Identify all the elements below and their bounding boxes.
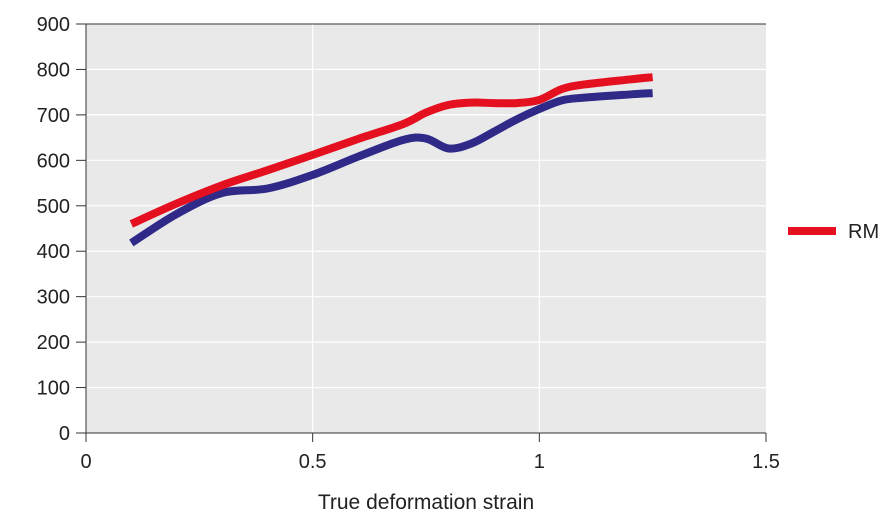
series-line-series-2 <box>129 89 653 247</box>
plot-area <box>86 24 766 433</box>
x-tick-label: 0 <box>80 451 91 473</box>
y-tick-label: 200 <box>37 332 70 354</box>
y-tick-label: 800 <box>37 59 70 81</box>
x-axis-title: True deformation strain <box>318 491 534 514</box>
x-axis-ticks: 0 0.5 1 1.5 <box>80 433 780 473</box>
y-tick-label: 700 <box>37 105 70 127</box>
series-group <box>129 73 654 247</box>
y-tick-label: 300 <box>37 287 70 309</box>
y-tick-label: 0 <box>59 423 70 445</box>
legend-label: RM <box>848 221 879 243</box>
y-tick-label: 400 <box>37 241 70 263</box>
x-tick-label: 1.5 <box>752 451 780 473</box>
y-tick-label: 600 <box>37 150 70 172</box>
axes <box>85 23 766 434</box>
x-tick-label: 1 <box>534 451 545 473</box>
y-tick-label: 900 <box>37 14 70 36</box>
y-axis-ticks: 0 100 200 300 400 500 600 700 800 900 <box>37 14 86 445</box>
series-line-rm <box>129 73 654 228</box>
y-tick-label: 500 <box>37 196 70 218</box>
legend: RM <box>788 221 879 243</box>
y-tick-label: 100 <box>37 378 70 400</box>
x-tick-label: 0.5 <box>299 451 327 473</box>
